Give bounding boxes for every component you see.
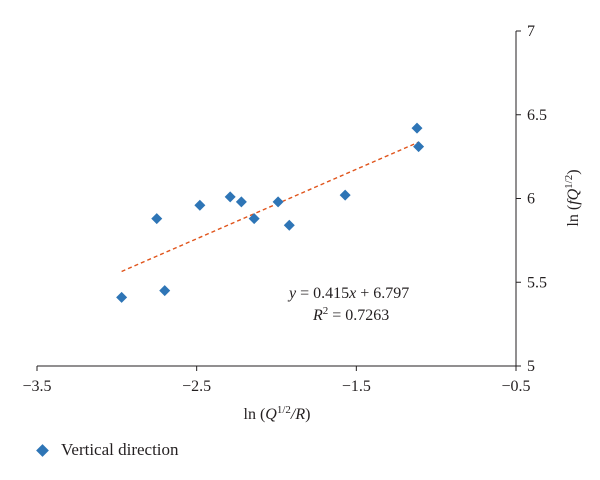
legend-label: Vertical direction bbox=[61, 440, 179, 459]
r-squared-label: R2 = 0.7263 bbox=[312, 305, 389, 324]
data-point bbox=[272, 196, 284, 208]
data-point bbox=[116, 291, 128, 303]
data-point bbox=[194, 199, 206, 211]
y-tick-label: 6.5 bbox=[527, 107, 547, 124]
trendline bbox=[121, 141, 419, 273]
y-axis-title: ln (fQ1/2) bbox=[563, 169, 582, 226]
y-tick-label: 5.5 bbox=[527, 274, 547, 291]
y-tick-label: 7 bbox=[527, 23, 535, 40]
axes: −3.5 −2.5 −1.5 −0.5 5 5.5 6 6.5 7 bbox=[22, 23, 547, 395]
x-tick-label: −0.5 bbox=[501, 378, 530, 395]
y-tick-label: 5 bbox=[527, 358, 535, 375]
x-tick-label: −1.5 bbox=[342, 378, 371, 395]
x-axis-title: ln (Q1/2/R) bbox=[244, 404, 311, 423]
trendline-layer bbox=[121, 141, 419, 273]
x-tick-label: −3.5 bbox=[22, 378, 51, 395]
data-point bbox=[339, 189, 351, 201]
data-point bbox=[159, 285, 171, 297]
data-point bbox=[411, 122, 423, 134]
data-point bbox=[235, 196, 247, 208]
scatter-chart: −3.5 −2.5 −1.5 −0.5 5 5.5 6 6.5 7 y = 0.415x + 6… bbox=[22, 23, 582, 423]
data-point bbox=[248, 213, 260, 225]
y-tick-label: 6 bbox=[527, 191, 535, 208]
x-tick-label: −2.5 bbox=[182, 378, 211, 395]
legend-diamond-icon bbox=[36, 443, 49, 457]
legend: Vertical direction bbox=[36, 440, 179, 460]
data-point bbox=[151, 213, 163, 225]
trendline-equation: y = 0.415x + 6.797 bbox=[287, 285, 409, 302]
data-points bbox=[116, 122, 425, 303]
data-point bbox=[413, 141, 425, 153]
data-point bbox=[283, 219, 295, 231]
data-point bbox=[224, 191, 236, 203]
